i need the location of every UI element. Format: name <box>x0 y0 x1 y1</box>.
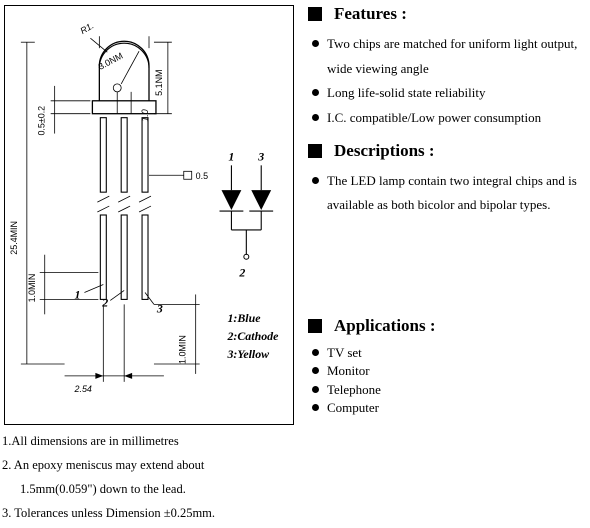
notes-list: 1.All dimensions are in millimetres 2. A… <box>0 425 300 523</box>
descriptions-list: The LED lamp contain two integral chips … <box>308 169 582 218</box>
applications-title-text: Applications : <box>334 316 436 336</box>
dot-icon <box>312 40 319 47</box>
svg-text:2: 2 <box>101 295 108 309</box>
svg-text:0.5: 0.5 <box>196 171 208 181</box>
svg-text:3:Yellow: 3:Yellow <box>226 347 269 361</box>
feature-item: Two chips are matched for uniform light … <box>308 32 582 81</box>
dot-icon <box>312 177 319 184</box>
svg-text:0.5±0.2: 0.5±0.2 <box>37 106 47 136</box>
feature-item: Long life-solid state reliability <box>308 81 582 106</box>
svg-text:3.0NM: 3.0NM <box>97 51 125 72</box>
dot-icon <box>312 367 319 374</box>
features-title: Features : <box>308 4 582 24</box>
led-drawing: R1. 3.0NM 5.1NM 1.0 0.5±0.2 <box>5 6 293 424</box>
svg-text:2.54: 2.54 <box>74 384 92 394</box>
feature-item: I.C. compatible/Low power consumption <box>308 106 582 131</box>
svg-text:1:Blue: 1:Blue <box>227 311 261 325</box>
note-2: 2. An epoxy meniscus may extend about <box>2 455 294 475</box>
dot-icon <box>312 404 319 411</box>
svg-text:1.0MIN: 1.0MIN <box>178 335 188 364</box>
technical-diagram: R1. 3.0NM 5.1NM 1.0 0.5±0.2 <box>4 5 294 425</box>
svg-text:1: 1 <box>228 149 234 163</box>
application-item: TV set <box>308 344 582 362</box>
note-3: 3. Tolerances unless Dimension ±0.25mm. <box>2 503 294 523</box>
note-1: 1.All dimensions are in millimetres <box>2 431 294 451</box>
features-title-text: Features : <box>334 4 407 24</box>
square-bullet-icon <box>308 7 322 21</box>
svg-text:3: 3 <box>156 301 163 315</box>
svg-text:5.1NM: 5.1NM <box>154 70 164 96</box>
svg-text:25.4MIN: 25.4MIN <box>9 221 19 255</box>
dot-icon <box>312 349 319 356</box>
svg-text:2:Cathode: 2:Cathode <box>226 329 279 343</box>
dot-icon <box>312 386 319 393</box>
application-item: Monitor <box>308 362 582 380</box>
applications-title: Applications : <box>308 316 582 336</box>
svg-text:1.0MIN: 1.0MIN <box>27 274 37 303</box>
svg-text:R1.: R1. <box>78 20 95 36</box>
application-item: Telephone <box>308 381 582 399</box>
square-bullet-icon <box>308 319 322 333</box>
applications-list: TV set Monitor Telephone Computer <box>308 344 582 417</box>
descriptions-title-text: Descriptions : <box>334 141 435 161</box>
note-2b: 1.5mm(0.059") down to the lead. <box>2 479 294 499</box>
svg-text:3: 3 <box>257 149 264 163</box>
square-bullet-icon <box>308 144 322 158</box>
dot-icon <box>312 89 319 96</box>
dot-icon <box>312 114 319 121</box>
descriptions-title: Descriptions : <box>308 141 582 161</box>
description-item: The LED lamp contain two integral chips … <box>308 169 582 218</box>
application-item: Computer <box>308 399 582 417</box>
features-list: Two chips are matched for uniform light … <box>308 32 582 131</box>
svg-text:2: 2 <box>238 266 245 280</box>
